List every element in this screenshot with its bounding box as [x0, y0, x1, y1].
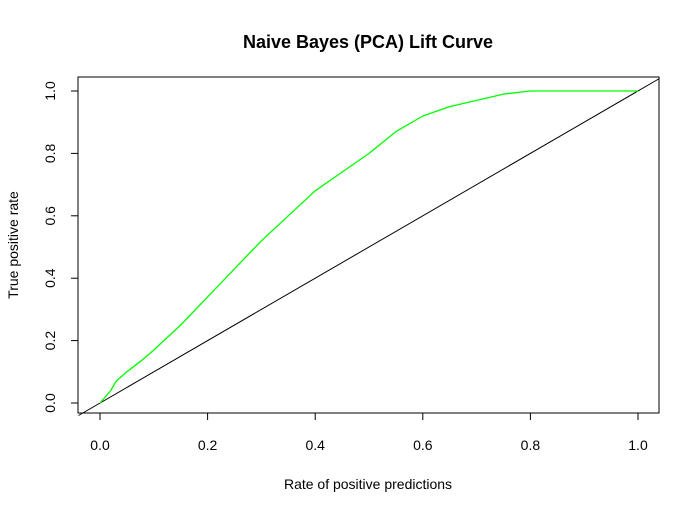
plot-frame — [77, 76, 660, 414]
x-tick-label: 1.0 — [628, 437, 648, 453]
chart-title: Naive Bayes (PCA) Lift Curve — [243, 32, 493, 52]
y-axis: 0.0 0.2 0.4 0.6 0.8 1.0 — [42, 81, 78, 413]
y-tick-label: 0.4 — [42, 268, 58, 288]
x-tick-label: 0.0 — [90, 437, 110, 453]
y-tick-label: 0.6 — [42, 206, 58, 226]
x-tick-label: 0.6 — [413, 437, 433, 453]
series-layer — [78, 78, 660, 416]
y-tick-label: 1.0 — [42, 81, 58, 101]
y-tick-label: 0.0 — [42, 393, 58, 413]
x-axis-label: Rate of positive predictions — [284, 476, 452, 492]
baseline-line — [78, 78, 660, 416]
y-tick-label: 0.8 — [42, 143, 58, 163]
x-tick-label: 0.4 — [305, 437, 325, 453]
y-tick-label: 0.2 — [42, 331, 58, 351]
x-tick-label: 0.2 — [198, 437, 218, 453]
y-axis-label: True positive rate — [5, 191, 21, 299]
lift-curve-line — [99, 90, 638, 404]
x-axis: 0.0 0.2 0.4 0.6 0.8 1.0 — [90, 413, 648, 453]
x-tick-label: 0.8 — [521, 437, 541, 453]
